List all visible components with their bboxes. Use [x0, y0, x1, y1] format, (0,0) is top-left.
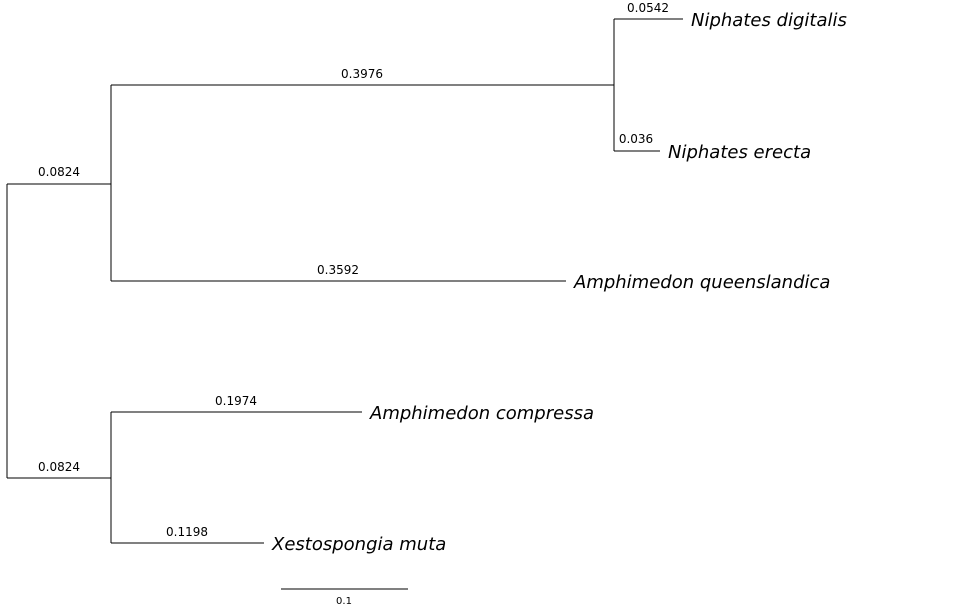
- scale-bar-label: 0.1: [336, 596, 352, 607]
- branch-label-amphimedon-compressa: 0.1974: [215, 394, 257, 408]
- taxon-label-niphates-digitalis: Niphates digitalis: [691, 10, 847, 31]
- branch-label-niphates-digitalis: 0.0542: [627, 1, 669, 15]
- taxon-label-niphates-erecta: Niphates erecta: [668, 142, 811, 163]
- branch-label-amphimedon-queenslandica: 0.3592: [317, 263, 359, 277]
- taxon-label-amphimedon-compressa: Amphimedon compressa: [369, 403, 594, 424]
- branch-label-clade-niphates: 0.3976: [341, 67, 383, 81]
- taxon-label-xestospongia-muta: Xestospongia muta: [271, 534, 446, 555]
- taxon-label-amphimedon-queenslandica: Amphimedon queenslandica: [573, 272, 830, 293]
- branch-label-xestospongia-muta: 0.1198: [166, 525, 208, 539]
- branch-label-clade-b: 0.0824: [38, 460, 80, 474]
- branch-label-niphates-erecta: 0.036: [619, 132, 653, 146]
- branch-label-clade-a: 0.0824: [38, 165, 80, 179]
